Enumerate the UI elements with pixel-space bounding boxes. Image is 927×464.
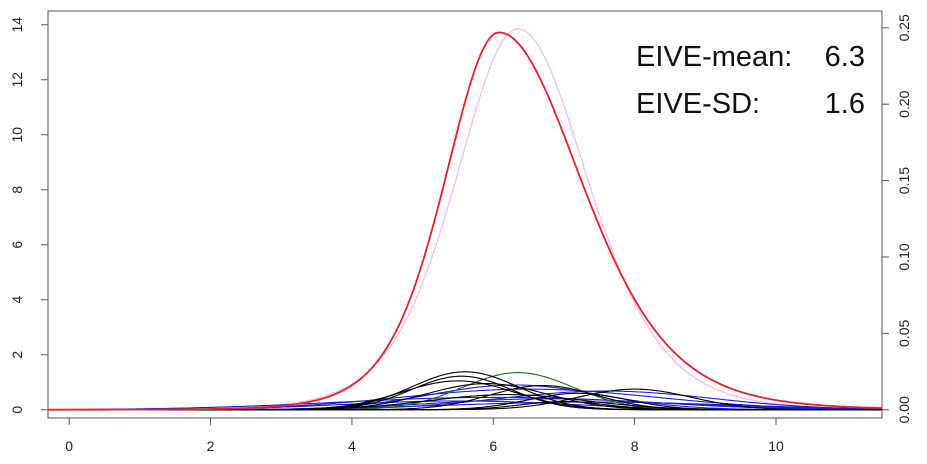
x-tick-label: 10 [768,438,784,454]
y-left-tick-label: 14 [9,17,25,33]
y-left-tick-label: 4 [9,296,25,304]
series-line [48,31,882,411]
series-line [48,28,882,411]
y-axis-left: 0 2 4 6 8 10 12 14 [9,17,48,414]
curves [48,28,882,411]
y-right-tick-label: 0.05 [896,320,912,347]
y-right-tick-label: 0.20 [896,90,912,117]
y-left-tick-label: 0 [9,406,25,414]
y-left-tick-label: 6 [9,241,25,249]
y-axis-right: 0.00 0.05 0.10 0.15 0.20 0.25 [882,14,912,423]
y-right-tick-label: 0.10 [896,243,912,270]
y-left-tick-label: 10 [9,127,25,143]
y-right-tick-label: 0.00 [896,396,912,423]
annotation-mean-label: EIVE-mean: [636,41,792,73]
x-tick-label: 4 [348,438,356,454]
y-left-tick-label: 2 [9,351,25,359]
y-right-tick-label: 0.25 [896,14,912,41]
plot-frame [47,10,883,419]
annotation-mean-value: 6.3 [825,41,865,73]
annotation-sd-label: EIVE-SD: [636,88,760,120]
annotation-sd-value: 1.6 [825,88,865,120]
y-left-tick-label: 12 [9,72,25,88]
x-tick-label: 6 [489,438,497,454]
x-tick-label: 0 [65,438,73,454]
y-right-tick-label: 0.15 [896,167,912,194]
x-tick-label: 2 [207,438,215,454]
x-tick-label: 8 [631,438,639,454]
y-left-tick-label: 8 [9,186,25,194]
x-axis: 0 2 4 6 8 10 [65,418,784,454]
series-line [48,371,882,411]
annotation-box: EIVE-mean: 6.3 EIVE-SD: 1.6 [636,41,865,120]
